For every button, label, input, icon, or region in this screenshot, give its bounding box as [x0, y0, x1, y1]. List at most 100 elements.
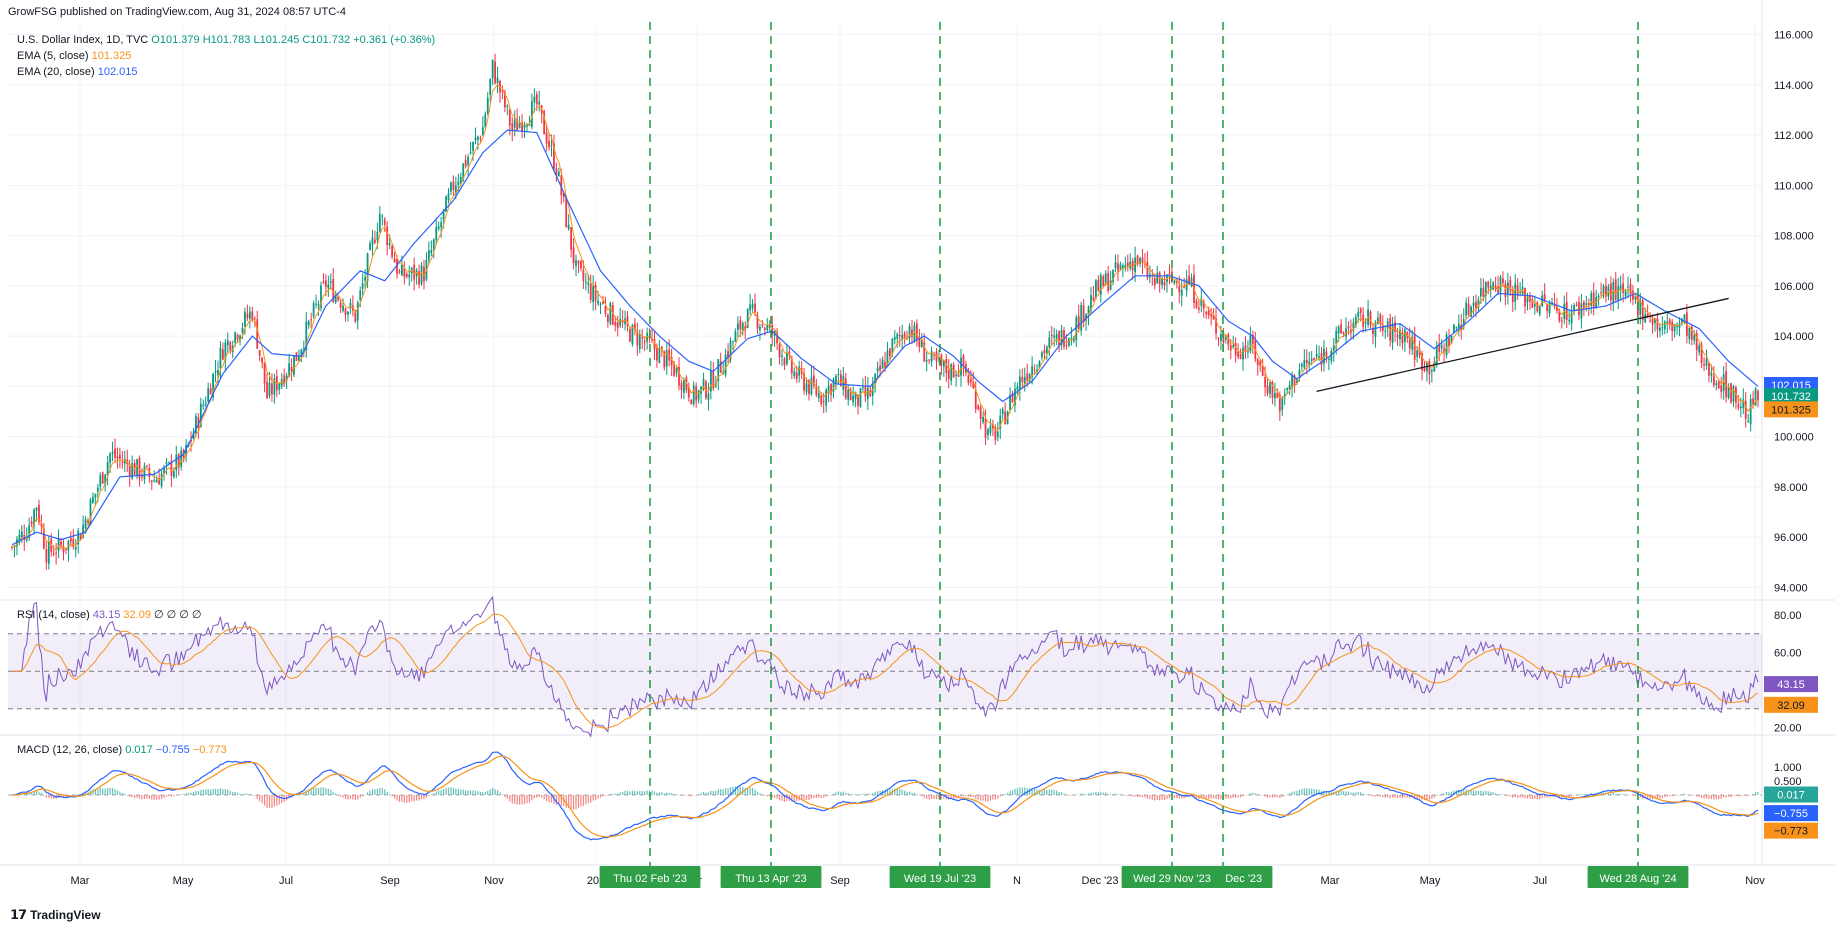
macd-hist-bar: [1144, 795, 1146, 798]
candle-body: [1720, 385, 1723, 392]
candle-body: [1578, 301, 1580, 316]
candle-body: [1546, 304, 1549, 311]
macd-hist-bar: [840, 791, 842, 795]
macd-hist-bar: [1585, 793, 1587, 795]
candle-body: [342, 306, 344, 311]
candle-body: [857, 394, 859, 406]
macd-hist-bar: [35, 790, 38, 795]
candle-body: [212, 373, 214, 398]
event-marker-badge: [1215, 866, 1273, 888]
candle-body: [901, 335, 904, 340]
candle-body: [92, 496, 94, 503]
macd-hist-bar: [729, 787, 732, 795]
candle-body: [864, 386, 867, 397]
macd-hist-bar: [926, 795, 928, 800]
macd-hist-bar: [389, 793, 391, 795]
macd-hist-bar: [1325, 791, 1328, 795]
macd-hist-bar: [565, 795, 567, 808]
x-tick-label: Mar: [71, 875, 90, 887]
candle-body: [408, 274, 411, 278]
macd-hist-bar: [1004, 794, 1006, 795]
candle-body: [1070, 337, 1073, 339]
macd-hist-bar: [472, 790, 474, 795]
candle-body: [1043, 350, 1046, 354]
ema5-line: [11, 83, 1758, 551]
macd-hist-bar: [1487, 791, 1489, 795]
candle-body: [1269, 382, 1271, 394]
candle-body: [1639, 298, 1642, 315]
macd-hist-bar: [867, 793, 869, 795]
candle-body: [1676, 325, 1678, 327]
macd-hist-bar: [229, 790, 231, 795]
macd-hist-bar: [1110, 794, 1112, 795]
macd-hist-bar: [1409, 795, 1411, 799]
macd-hist-bar: [484, 791, 486, 795]
macd-hist-bar: [1225, 795, 1227, 799]
macd-hist-bar: [1730, 795, 1732, 798]
candle-body: [432, 239, 435, 250]
candle-body: [1450, 335, 1453, 344]
candle-body: [1695, 333, 1698, 350]
symbol-name[interactable]: U.S. Dollar Index, 1D, TVC: [17, 34, 149, 46]
macd-hist-bar: [1580, 794, 1583, 795]
candle-body: [327, 284, 330, 289]
ema5-label[interactable]: EMA (5, close): [17, 50, 89, 62]
macd-hist-bar: [859, 794, 862, 795]
ema20-label[interactable]: EMA (20, close): [17, 66, 95, 78]
macd-hist-bar: [1715, 795, 1717, 800]
macd-hist-bar: [1588, 793, 1590, 795]
candle-body: [548, 140, 550, 148]
macd-hist-bar: [1293, 791, 1296, 795]
macd-hist-bar: [710, 790, 712, 795]
candle-body: [396, 259, 398, 275]
macd-hist-bar: [1281, 795, 1283, 798]
candle-body: [405, 273, 408, 277]
candle-body: [1175, 280, 1178, 283]
macd-hist-bar: [548, 795, 550, 803]
candle-body: [1256, 358, 1259, 366]
candle-body: [307, 321, 310, 326]
candle-body: [337, 296, 340, 301]
candle-body: [1440, 345, 1443, 349]
candle-body: [18, 534, 21, 543]
candle-body: [577, 260, 580, 264]
macd-hist-bar: [1210, 795, 1212, 799]
macd-hist-bar: [1289, 793, 1291, 795]
macd-hist-bar: [835, 792, 837, 795]
candle-body: [589, 283, 592, 300]
macd-hist-bar: [1369, 795, 1372, 796]
candle-body: [930, 351, 933, 362]
candle-body: [1249, 335, 1252, 352]
badge-macd-bg: [1764, 805, 1818, 822]
macd-hist-bar: [1090, 792, 1092, 795]
candle-body: [1659, 327, 1661, 332]
candle-body: [1372, 327, 1374, 335]
candle-body: [1722, 374, 1725, 392]
candle-body: [1472, 302, 1475, 306]
macd-hist-bar: [543, 795, 545, 800]
tradingview-brand[interactable]: 𝟭𝟳 TradingView: [10, 907, 101, 923]
macd-label[interactable]: MACD (12, 26, close): [17, 744, 123, 756]
macd-hist-bar: [688, 795, 690, 796]
macd-hist-bar: [92, 789, 94, 795]
candle-body: [933, 354, 935, 356]
macd-hist-bar: [810, 795, 813, 799]
candle-body: [739, 320, 742, 330]
candle-body: [1688, 327, 1691, 340]
macd-hist-bar: [911, 792, 913, 795]
rsi-label[interactable]: RSI (14, close): [17, 609, 90, 621]
candle-body: [246, 313, 249, 319]
macd-hist-bar: [869, 793, 871, 795]
candle-body: [1457, 323, 1460, 330]
candle-body: [761, 324, 764, 326]
candle-body: [1153, 278, 1156, 286]
candle-body: [1009, 394, 1011, 411]
candle-body: [1663, 321, 1666, 330]
macd-hist-bar: [1183, 795, 1185, 799]
candle-body: [369, 243, 371, 251]
candle-body: [89, 499, 92, 526]
macd-hist-bar: [884, 790, 886, 795]
candle-body: [477, 136, 479, 141]
macd-hist-bar: [381, 787, 383, 795]
